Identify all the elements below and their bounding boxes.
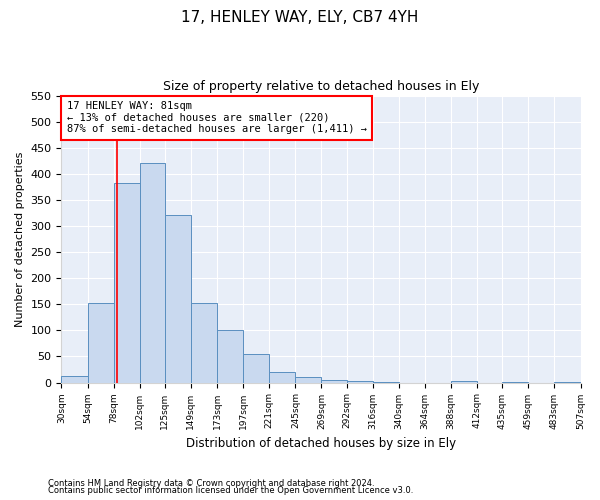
X-axis label: Distribution of detached houses by size in Ely: Distribution of detached houses by size … bbox=[186, 437, 456, 450]
Bar bbox=[113, 183, 140, 382]
Bar bbox=[61, 376, 88, 382]
Bar bbox=[347, 381, 373, 382]
Bar bbox=[243, 354, 269, 382]
Bar bbox=[269, 372, 295, 382]
Text: Contains HM Land Registry data © Crown copyright and database right 2024.: Contains HM Land Registry data © Crown c… bbox=[48, 478, 374, 488]
Title: Size of property relative to detached houses in Ely: Size of property relative to detached ho… bbox=[163, 80, 479, 93]
Bar bbox=[322, 380, 347, 382]
Bar bbox=[165, 214, 191, 382]
Bar bbox=[295, 378, 322, 382]
Bar bbox=[88, 302, 113, 382]
Text: 17, HENLEY WAY, ELY, CB7 4YH: 17, HENLEY WAY, ELY, CB7 4YH bbox=[181, 10, 419, 25]
Text: 17 HENLEY WAY: 81sqm
← 13% of detached houses are smaller (220)
87% of semi-deta: 17 HENLEY WAY: 81sqm ← 13% of detached h… bbox=[67, 102, 367, 134]
Text: Contains public sector information licensed under the Open Government Licence v3: Contains public sector information licen… bbox=[48, 486, 413, 495]
Y-axis label: Number of detached properties: Number of detached properties bbox=[15, 152, 25, 327]
Bar bbox=[140, 164, 165, 382]
Bar bbox=[217, 330, 243, 382]
Bar bbox=[191, 303, 217, 382]
Bar bbox=[451, 381, 477, 382]
